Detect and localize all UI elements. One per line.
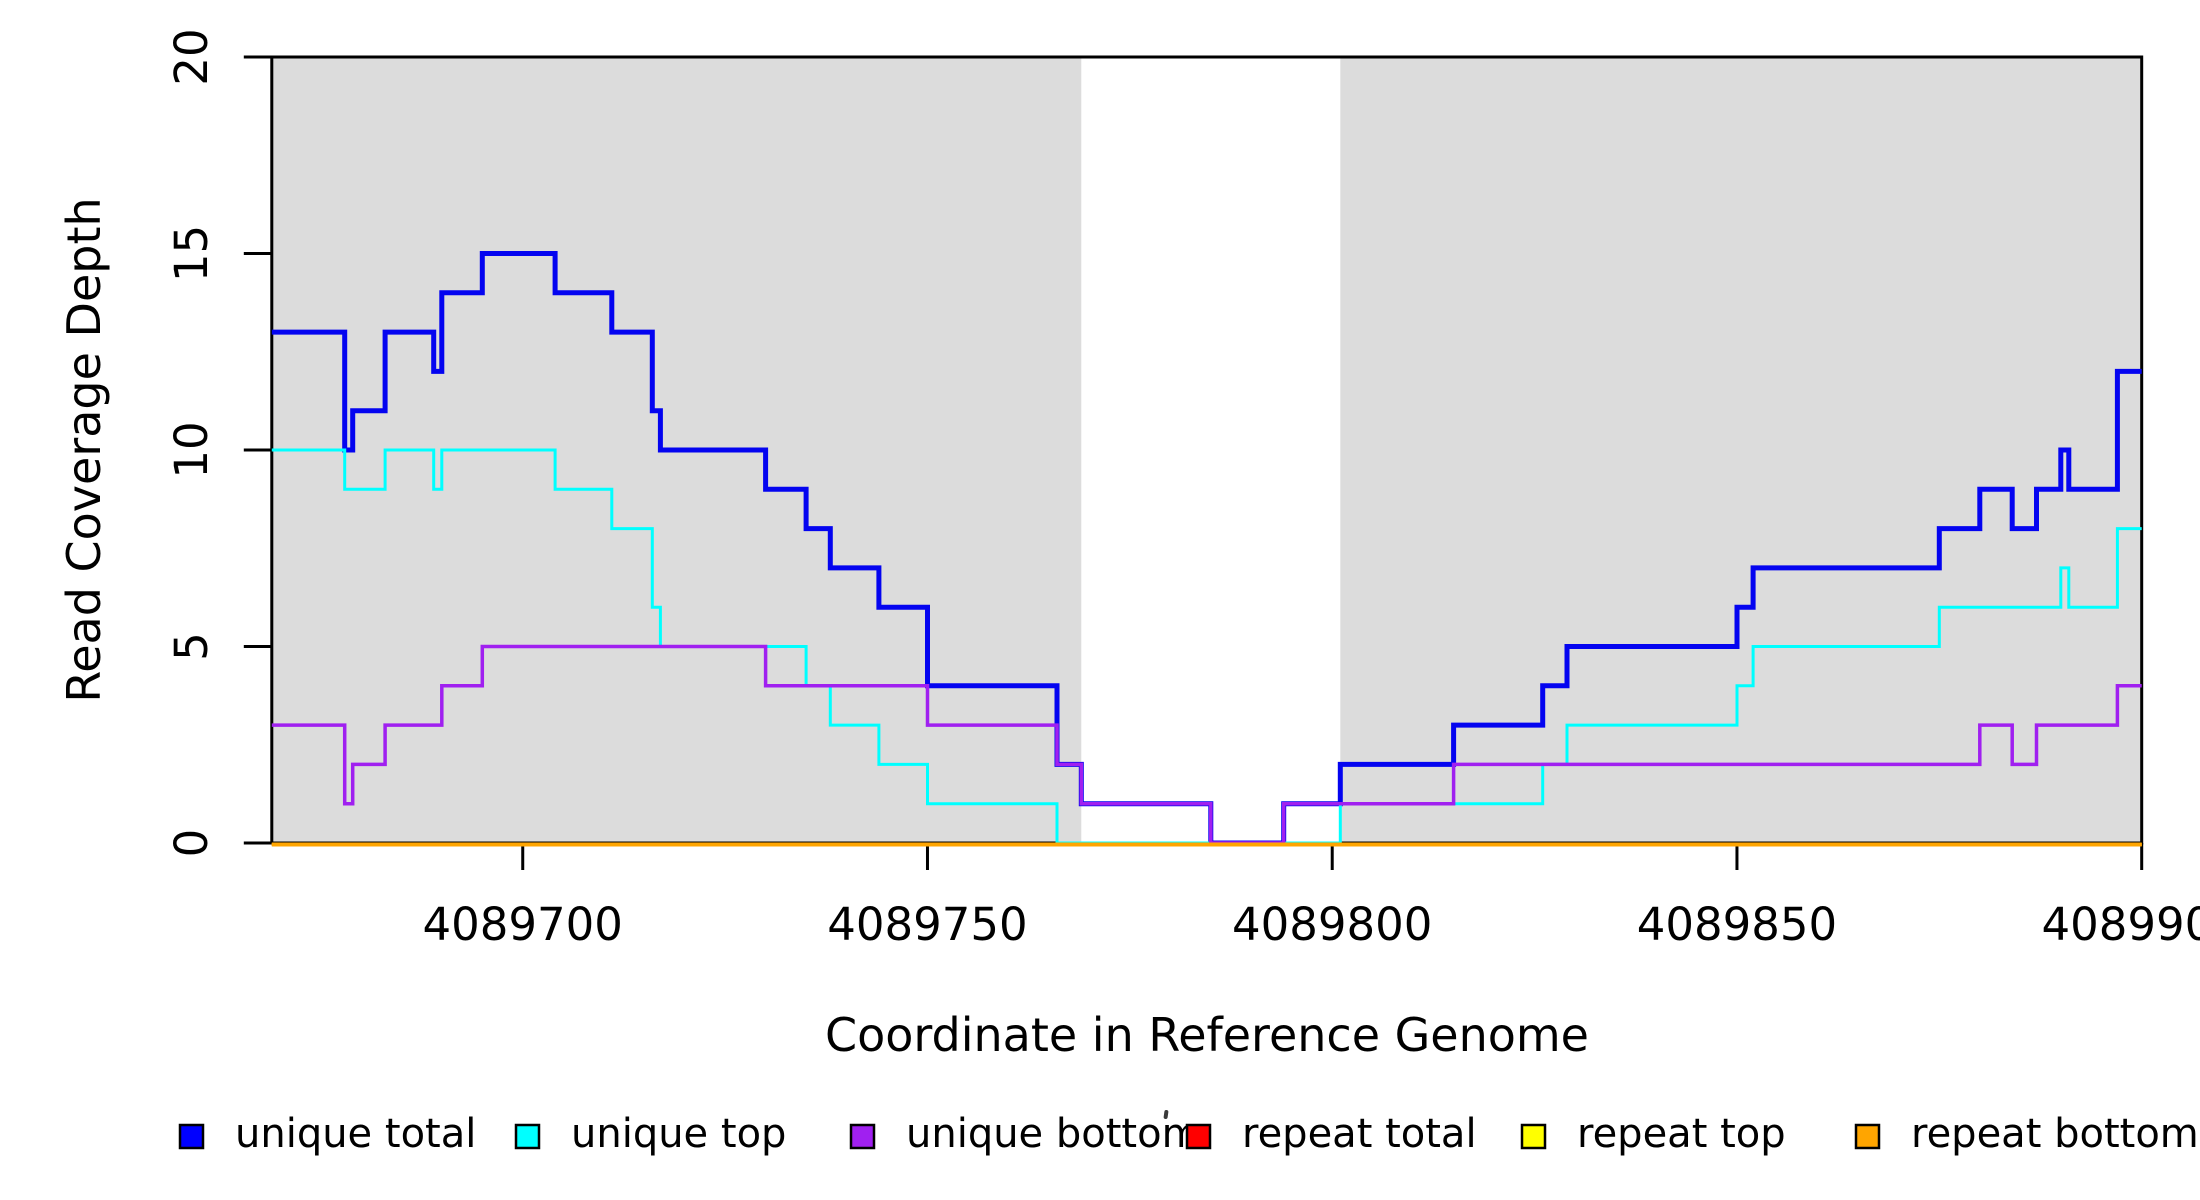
legend-label-repeat-total: repeat total: [1242, 1111, 1477, 1157]
y-axis-title: Read Coverage Depth: [57, 197, 111, 703]
y-tick-label: 5: [165, 632, 218, 661]
legend-swatch-unique-top: [514, 1123, 541, 1150]
series-unique-top: [271, 448, 2142, 845]
legend-swatch-repeat-bottom: [1854, 1123, 1881, 1150]
y-tick-label: 15: [165, 225, 218, 282]
x-axis-title: Coordinate in Reference Genome: [825, 1008, 1589, 1062]
legend-label-unique-bottom: unique bottom: [906, 1111, 1201, 1157]
legend-swatch-unique-bottom: [849, 1123, 876, 1150]
x-tick-label: 4089700: [423, 898, 623, 951]
x-tick-label: 4089800: [1232, 898, 1432, 951]
series-unique-bottom: [271, 644, 2142, 845]
legend-swatch-repeat-top: [1520, 1123, 1547, 1150]
y-tick-label: 10: [165, 421, 218, 478]
legend-label-unique-top: unique top: [571, 1111, 786, 1157]
legend-swatch-repeat-total: [1185, 1123, 1212, 1150]
legend-label-repeat-bottom: repeat bottom: [1911, 1111, 2199, 1157]
y-tick-label: 0: [165, 829, 218, 858]
legend-swatch-unique-total: [178, 1123, 205, 1150]
x-tick-label: 4089750: [827, 898, 1027, 951]
legend-label-repeat-top: repeat top: [1577, 1111, 1786, 1157]
legend-label-unique-total: unique total: [235, 1111, 476, 1157]
y-tick-label: 20: [165, 28, 218, 85]
x-tick-label: 4089850: [1637, 898, 1837, 951]
shaded-region: [1340, 57, 2142, 843]
